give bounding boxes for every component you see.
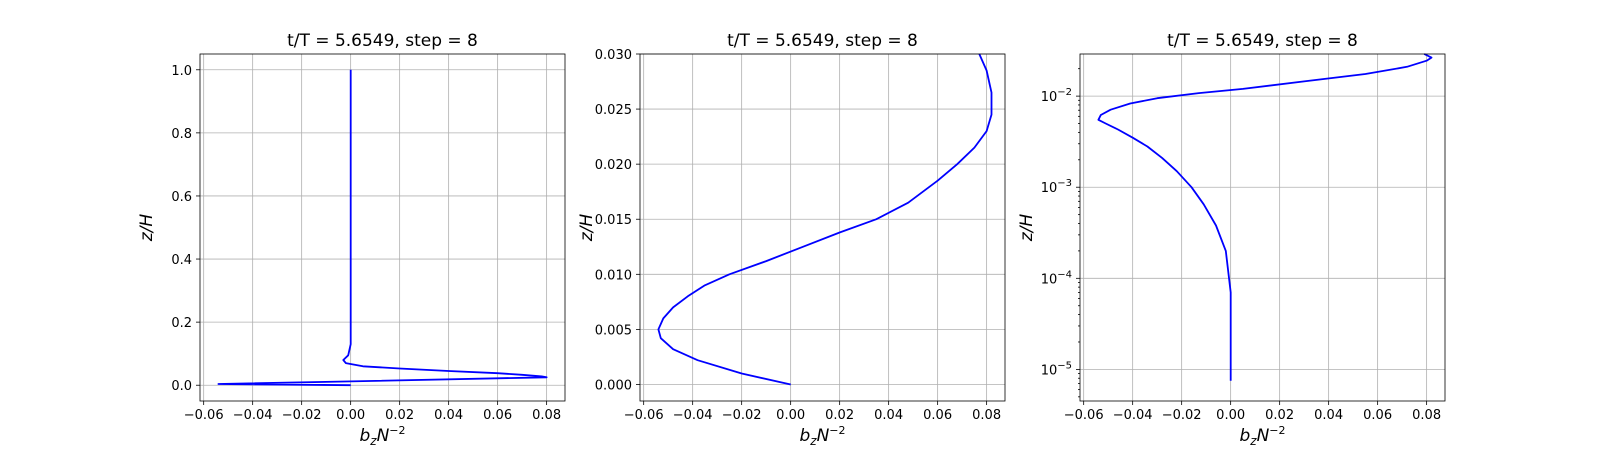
axes-frame [199,53,566,402]
chart-title: t/T = 5.6549, step = 8 [727,31,918,51]
subplot-2: −0.06 −0.04 −0.02 0.00 0.02 0.04 0.06 0.08 0.000… [577,31,1006,448]
y-tick-label: 0.000 [595,378,632,393]
x-axis-label: bzN−2 [799,424,845,448]
y-tick-label: 10−3 [1041,178,1072,196]
tick-exponent: −2 [1057,87,1072,98]
y-tick-label: 0.005 [595,323,632,338]
y-tick-label: 0.010 [595,268,632,283]
x-tick-label: 0.06 [1363,408,1392,423]
subplot-1: −0.06 −0.04 −0.02 0.00 0.02 0.04 0.06 0.08 0.0 0.… [137,31,566,448]
x-tick-label: 0.04 [434,408,463,423]
x-tick-label: −0.04 [673,408,713,423]
series-line [657,53,993,386]
x-tick-label: 0.06 [923,408,952,423]
x-tick-label: 0.08 [972,408,1001,423]
tick-base: 10 [1041,363,1058,378]
chart-title: t/T = 5.6549, step = 8 [1167,31,1358,51]
x-tick-label: −0.04 [1113,408,1153,423]
y-tick-label: 0.2 [171,316,192,331]
tick-exponent: −4 [1057,269,1072,280]
tick-exponent: −3 [1057,178,1072,189]
y-tick-label: 0.8 [171,127,192,142]
x-tick-label: 0.02 [1265,408,1294,423]
y-tick-label: 0.0 [171,379,192,394]
x-tick-label: −0.02 [722,408,762,423]
y-tick-label: 10−5 [1041,360,1072,378]
x-tick-label: 0.04 [874,408,903,423]
x-tick-label: 0.08 [1412,408,1441,423]
x-tick-label: 0.08 [532,408,561,423]
y-axis-label: z/H [137,214,157,243]
tick-base: 10 [1041,181,1058,196]
x-tick-label: −0.04 [233,408,273,423]
subplot-3: −0.06 −0.04 −0.02 0.00 0.02 0.04 0.06 0.0810−51… [1017,31,1446,448]
x-tick-label: 0.04 [1314,408,1343,423]
x-tick-label: 0.00 [776,408,805,423]
y-tick-label: 0.015 [595,213,632,228]
x-tick-label: −0.02 [282,408,322,423]
x-tick-label: 0.06 [483,408,512,423]
x-axis-label: bzN−2 [359,424,405,448]
x-tick-label: −0.02 [1162,408,1202,423]
tick-base: 10 [1041,90,1058,105]
axes-frame [1079,53,1446,402]
x-axis-label: bzN−2 [1239,424,1285,448]
y-tick-label: 0.025 [595,103,632,118]
tick-exponent: −5 [1057,360,1072,371]
y-tick-label: 10−2 [1041,87,1072,105]
y-tick-label: 1.0 [171,64,192,79]
y-tick-label: 0.6 [171,190,192,205]
y-tick-label: 10−4 [1041,269,1072,287]
series-line [217,69,548,387]
tick-base: 10 [1041,272,1058,287]
series-line [1097,53,1433,381]
x-tick-label: −0.06 [184,408,224,423]
x-tick-label: 0.02 [825,408,854,423]
x-tick-label: 0.00 [1216,408,1245,423]
chart-title: t/T = 5.6549, step = 8 [287,31,478,51]
y-axis-label: z/H [1017,214,1037,243]
axes-frame [639,53,1006,402]
x-tick-label: −0.06 [1064,408,1104,423]
y-tick-label: 0.4 [171,253,192,268]
x-tick-label: 0.00 [336,408,365,423]
y-tick-label: 0.030 [595,48,632,63]
y-tick-label: 0.020 [595,158,632,173]
x-tick-label: −0.06 [624,408,664,423]
y-axis-label: z/H [577,214,597,243]
x-tick-label: 0.02 [385,408,414,423]
